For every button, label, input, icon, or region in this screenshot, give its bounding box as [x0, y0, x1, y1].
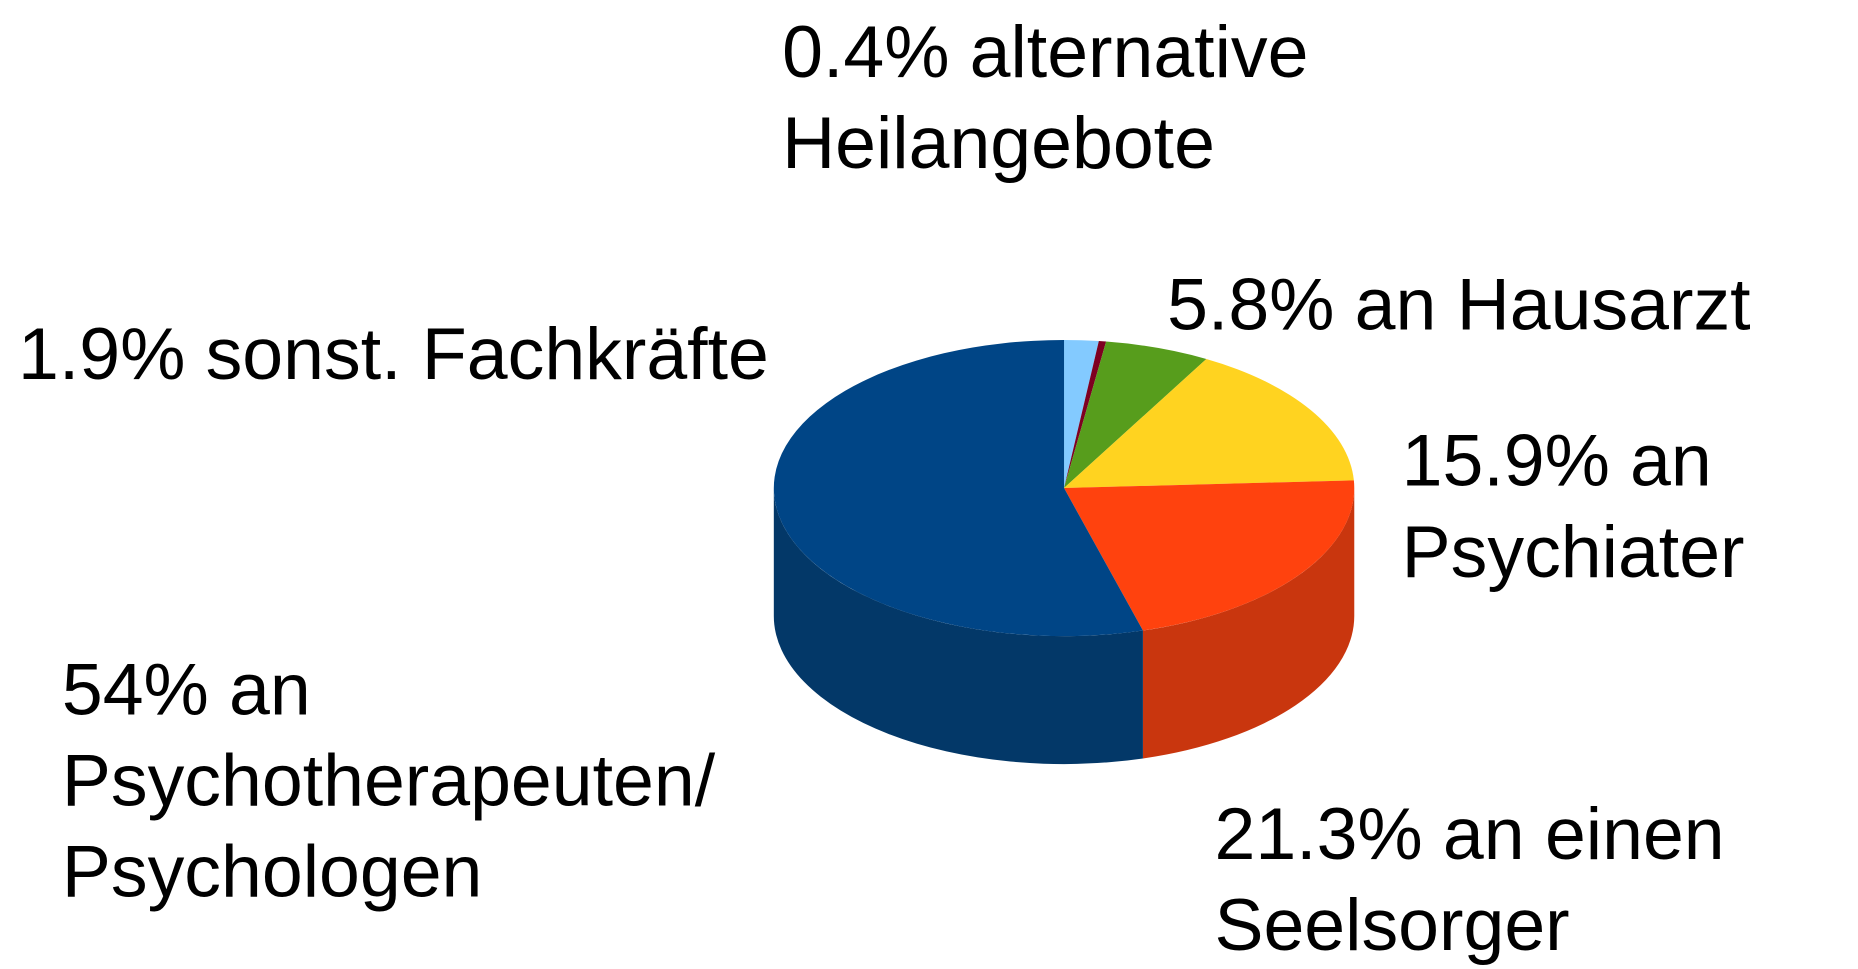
category-label: alternative: [970, 11, 1309, 93]
category-label: an Hausarzt: [1355, 263, 1751, 345]
pie-slice: [1064, 480, 1355, 631]
value-label: 54%: [62, 648, 209, 730]
category-label: an einen: [1443, 793, 1725, 875]
value-label: 0.4%: [782, 11, 949, 93]
pie-side: [773, 488, 1143, 765]
pie-slice: [773, 339, 1143, 637]
data-label: 54% an Psychotherapeuten/Psychologen: [62, 648, 716, 912]
category-label: Seelsorger: [1214, 884, 1569, 966]
pie-side: [1142, 488, 1355, 759]
category-label: an: [229, 648, 311, 730]
data-label: 21.3% an einen Seelsorger: [1214, 793, 1724, 966]
data-label: 1.9% sonst. Fachkräfte: [18, 313, 769, 395]
value-label: 21.3%: [1214, 793, 1422, 875]
category-label: sonst. Fachkräfte: [206, 313, 769, 395]
value-label: 5.8%: [1167, 263, 1334, 345]
pie-slice: [1064, 341, 1107, 489]
category-label: an: [1630, 420, 1712, 502]
data-label: 15.9% an Psychiater: [1402, 420, 1745, 593]
category-label: Heilangebote: [782, 102, 1215, 184]
value-label: 1.9%: [18, 313, 185, 395]
data-label: 5.8% an Hausarzt: [1167, 263, 1750, 345]
pie-slice: [1064, 339, 1099, 489]
data-label: 0.4% alternative Heilangebote: [782, 11, 1308, 184]
category-label: Psychologen: [62, 831, 483, 913]
category-label: Psychotherapeuten/: [62, 740, 716, 822]
pie-slice: [1064, 359, 1354, 489]
category-label: Psychiater: [1402, 511, 1745, 593]
value-label: 15.9%: [1402, 420, 1610, 502]
pie-slice: [1064, 341, 1207, 489]
